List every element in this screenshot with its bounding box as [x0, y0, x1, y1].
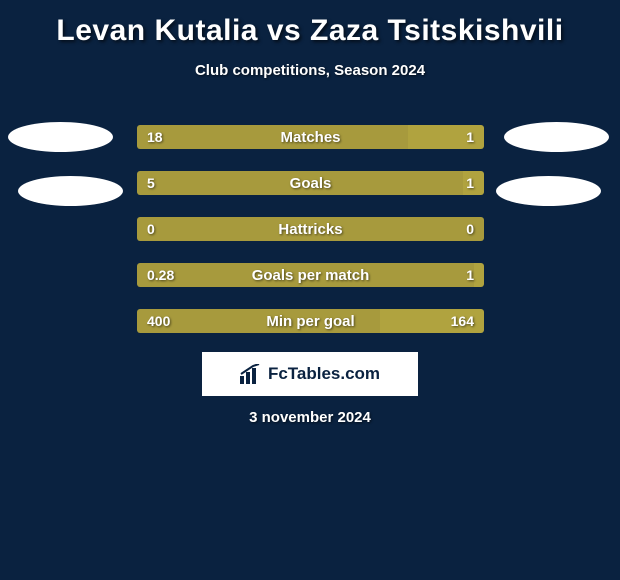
stat-value-left: 0.28	[137, 263, 184, 287]
snapshot-date: 3 november 2024	[0, 409, 620, 426]
stat-value-right: 1	[456, 263, 484, 287]
source-logo: FcTables.com	[202, 352, 418, 396]
stat-value-left: 18	[137, 125, 173, 149]
stat-row: 51Goals	[137, 171, 484, 195]
source-logo-text: FcTables.com	[268, 364, 380, 384]
page-title: Levan Kutalia vs Zaza Tsitskishvili	[0, 0, 620, 48]
stat-bar-left	[137, 263, 474, 287]
player-right-photo-2	[496, 176, 601, 206]
page-subtitle: Club competitions, Season 2024	[0, 62, 620, 79]
comparison-bars: 181Matches51Goals00Hattricks0.281Goals p…	[137, 125, 484, 355]
bars-icon	[240, 364, 262, 384]
player-left-photo-1	[8, 122, 113, 152]
stat-row: 0.281Goals per match	[137, 263, 484, 287]
stat-row: 181Matches	[137, 125, 484, 149]
stat-value-left: 0	[137, 217, 165, 241]
stat-row: 00Hattricks	[137, 217, 484, 241]
player-left-photo-2	[18, 176, 123, 206]
stat-bar-left	[137, 217, 484, 241]
stat-value-left: 5	[137, 171, 165, 195]
stat-value-right: 1	[456, 171, 484, 195]
stat-value-right: 0	[456, 217, 484, 241]
player-right-photo-1	[504, 122, 609, 152]
stat-bar-left	[137, 125, 408, 149]
stat-value-right: 1	[456, 125, 484, 149]
stat-value-left: 400	[137, 309, 180, 333]
stat-value-right: 164	[441, 309, 484, 333]
stat-row: 400164Min per goal	[137, 309, 484, 333]
stat-bar-left	[137, 171, 463, 195]
